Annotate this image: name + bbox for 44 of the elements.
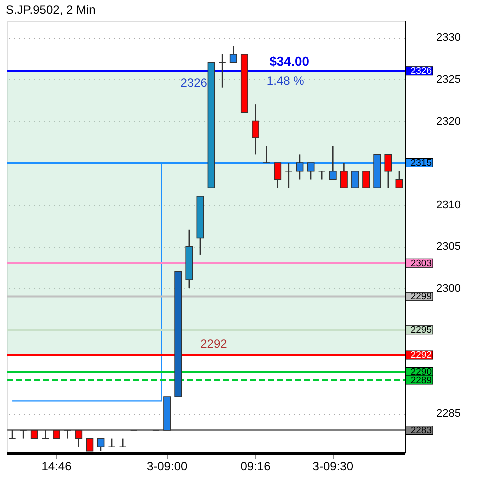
x-tick-label: 09:16 <box>240 460 272 474</box>
candlestick <box>329 146 337 180</box>
ref-line-label: 2289 <box>410 375 432 386</box>
y-tick-label: 2305 <box>436 241 461 254</box>
candlestick <box>296 154 304 180</box>
candlestick <box>274 162 282 189</box>
candlestick <box>352 171 359 189</box>
candlestick <box>362 171 370 189</box>
ref-line-label: 2315 <box>410 158 432 170</box>
annotation: 1.48 % <box>266 74 305 88</box>
candlestick <box>97 438 105 452</box>
ref-line-label: 2295 <box>410 325 432 336</box>
x-tick-label: 3-09:30 <box>312 460 354 474</box>
candlestick <box>340 162 348 189</box>
candlestick <box>396 170 404 189</box>
y-tick-label: 2320 <box>436 116 461 128</box>
candlestick <box>285 162 293 189</box>
ref-line-label: 2303 <box>410 258 432 270</box>
candlestick <box>75 430 83 448</box>
candlestick <box>384 154 392 189</box>
annotation: $34.00 <box>270 54 310 70</box>
chart-title: S.JP.9502, 2 Min <box>6 3 96 17</box>
y-tick-label: 2310 <box>436 199 461 212</box>
ref-line-label: 2290 <box>410 366 432 378</box>
candlestick <box>64 430 72 440</box>
candlestick <box>263 146 271 164</box>
ref-line-label: 2326 <box>410 66 432 78</box>
candlestick <box>218 54 226 88</box>
annotation: 2326 <box>180 76 208 90</box>
x-tick-label: 14:46 <box>42 460 72 474</box>
annotation: 2292 <box>200 337 228 352</box>
x-tick-label: 3-09:00 <box>146 460 188 474</box>
y-tick-label: 2300 <box>436 282 461 295</box>
ref-line-label: 2292 <box>410 350 432 362</box>
candlestick <box>230 45 238 64</box>
y-tick-label: 2330 <box>436 32 461 44</box>
candlestick <box>307 162 315 180</box>
candlestick <box>42 430 50 440</box>
candlestick <box>252 104 260 156</box>
ref-line-label: 2299 <box>410 292 432 303</box>
ref-line-label: 2283 <box>410 425 432 436</box>
candlestick <box>86 438 94 452</box>
y-tick-label: 2325 <box>436 74 461 86</box>
y-tick-label: 2285 <box>436 408 461 420</box>
